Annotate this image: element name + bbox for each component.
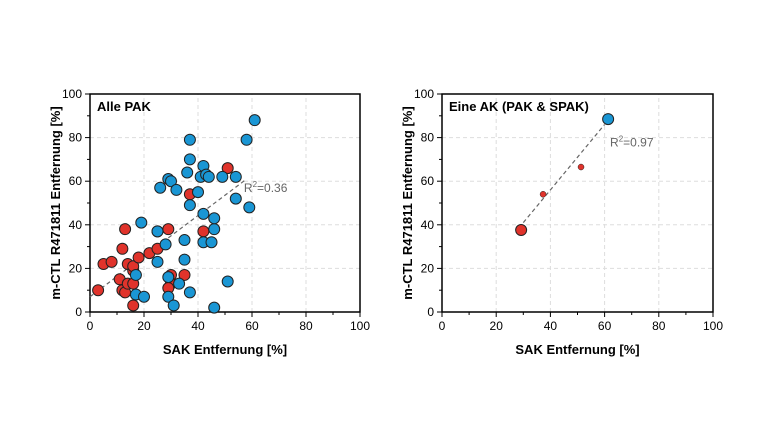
data-point xyxy=(135,216,148,229)
panel-title: Eine AK (PAK & SPAK) xyxy=(449,99,589,114)
data-point xyxy=(248,114,261,127)
x-axis-label: SAK Entfernung [%] xyxy=(163,342,287,357)
data-point xyxy=(221,162,234,175)
data-point xyxy=(216,170,229,183)
x-tick-label: 60 xyxy=(598,319,612,333)
x-tick-label: 0 xyxy=(439,319,446,333)
plot-frame xyxy=(441,93,714,313)
data-point xyxy=(154,181,167,194)
x-tick-label: 40 xyxy=(191,319,205,333)
data-point xyxy=(240,133,253,146)
y-tick-label: 100 xyxy=(414,87,434,101)
data-point xyxy=(577,163,585,171)
data-point xyxy=(197,225,210,238)
x-tick-label: 80 xyxy=(652,319,666,333)
data-point xyxy=(162,290,175,303)
data-point xyxy=(243,201,256,214)
data-point xyxy=(197,207,210,220)
data-point xyxy=(221,275,234,288)
data-point xyxy=(132,251,145,264)
data-point xyxy=(192,186,204,199)
data-point xyxy=(162,223,175,236)
data-point xyxy=(127,299,140,312)
data-point xyxy=(539,191,547,198)
x-tick-label: 40 xyxy=(544,319,558,333)
y-tick-label: 80 xyxy=(421,131,435,145)
r-value: =0.97 xyxy=(623,135,654,149)
x-tick-label: 0 xyxy=(87,319,94,333)
y-tick-label: 0 xyxy=(427,305,434,319)
data-point xyxy=(202,170,215,183)
r-value: =0.36 xyxy=(257,181,288,195)
x-axis-label: SAK Entfernung [%] xyxy=(515,342,639,357)
data-point xyxy=(515,224,528,237)
panel-title: Alle PAK xyxy=(97,99,152,114)
x-tick-label: 80 xyxy=(299,319,313,333)
data-point xyxy=(183,133,196,146)
x-tick-label: 20 xyxy=(490,319,504,333)
data-point xyxy=(105,255,118,268)
y-axis-label: m-CTL R471811 Entfernung [%] xyxy=(48,106,63,299)
data-point xyxy=(602,113,615,126)
x-tick-label: 100 xyxy=(350,319,370,333)
superscript: 2 xyxy=(619,134,624,143)
data-point xyxy=(208,223,221,236)
data-point xyxy=(170,183,183,196)
r-squared-annotation: R2=0.36 xyxy=(244,180,288,195)
panel-1: 0 20 40 60 80 100 0 20 40 60 80 100 SAK Entfernung [… xyxy=(48,87,370,357)
data-point xyxy=(129,268,142,281)
x-tick-label: 60 xyxy=(245,319,259,333)
data-point xyxy=(138,290,150,303)
r-label: R xyxy=(610,135,619,149)
data-point xyxy=(178,253,191,266)
data-point xyxy=(162,271,175,284)
data-point xyxy=(167,299,180,312)
data-point xyxy=(151,255,164,268)
trend-line xyxy=(522,124,606,224)
x-tick-label: 100 xyxy=(703,319,723,333)
data-point xyxy=(229,192,242,205)
y-tick-label: 20 xyxy=(69,261,83,275)
data-point xyxy=(178,234,191,247)
data-point xyxy=(183,286,196,299)
data-point xyxy=(208,301,221,314)
data-point xyxy=(183,199,196,212)
r-label: R xyxy=(244,181,253,195)
y-tick-label: 60 xyxy=(421,174,435,188)
x-tick-label: 20 xyxy=(137,319,151,333)
data-point xyxy=(183,153,196,166)
data-point xyxy=(116,242,129,255)
y-tick-label: 80 xyxy=(69,131,83,145)
data-point xyxy=(92,284,105,297)
data-point xyxy=(181,166,194,179)
y-tick-label: 0 xyxy=(75,305,82,319)
superscript: 2 xyxy=(253,180,258,189)
data-point xyxy=(173,277,186,290)
data-point xyxy=(119,223,132,236)
y-tick-label: 20 xyxy=(421,261,435,275)
data-point xyxy=(205,236,218,249)
y-tick-label: 40 xyxy=(69,218,83,232)
trend-line xyxy=(89,178,247,298)
data-point xyxy=(208,212,221,225)
data-point xyxy=(229,170,242,183)
panel-2: 0 20 40 60 80 100 0 20 40 60 80 100 SAK Entfernung [… xyxy=(400,87,723,357)
y-axis-label: m-CTL R471811 Entfernung [%] xyxy=(400,106,415,299)
data-point xyxy=(151,225,164,238)
y-tick-label: 60 xyxy=(69,174,83,188)
r-squared-annotation: R2=0.97 xyxy=(610,134,654,149)
data-point xyxy=(165,175,177,188)
data-point xyxy=(178,268,191,281)
data-point xyxy=(159,238,172,251)
y-tick-label: 40 xyxy=(421,218,435,232)
y-tick-label: 100 xyxy=(62,87,82,101)
